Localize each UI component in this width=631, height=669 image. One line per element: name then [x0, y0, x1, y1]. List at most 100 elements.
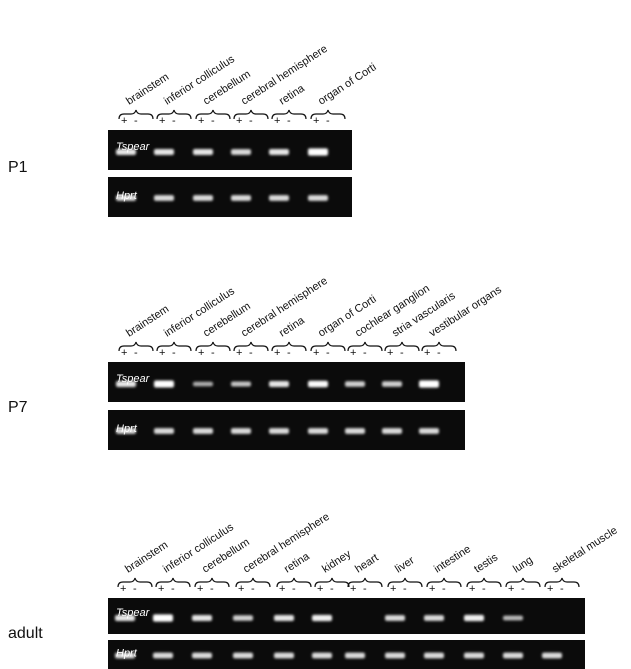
band — [115, 653, 135, 659]
sign: - — [437, 347, 441, 359]
band — [382, 428, 402, 434]
band — [385, 653, 405, 659]
sign: - — [249, 115, 253, 127]
sign: + — [508, 583, 514, 595]
band — [193, 195, 213, 201]
tissue-label: retina — [277, 314, 307, 340]
sign: - — [442, 583, 446, 595]
tissue-label: kidney — [320, 548, 354, 576]
sign: - — [211, 115, 215, 127]
band — [233, 615, 253, 620]
sign: + — [390, 583, 396, 595]
band — [193, 382, 213, 387]
band — [312, 653, 332, 659]
band — [308, 381, 328, 388]
band — [231, 195, 251, 201]
band — [115, 615, 135, 621]
sign: + — [424, 347, 430, 359]
band — [193, 428, 213, 434]
band — [269, 195, 289, 201]
sign: + — [317, 583, 323, 595]
band — [419, 428, 439, 434]
sign: + — [236, 347, 242, 359]
sign: - — [400, 347, 404, 359]
sign: - — [560, 583, 564, 595]
sign: + — [350, 583, 356, 595]
sign: - — [521, 583, 525, 595]
band — [233, 653, 253, 659]
sign: + — [387, 347, 393, 359]
band — [308, 148, 328, 155]
sign: + — [469, 583, 475, 595]
sign: - — [482, 583, 486, 595]
band — [274, 653, 294, 659]
sign: - — [326, 115, 330, 127]
sign: - — [172, 115, 176, 127]
sign: + — [198, 115, 204, 127]
sign: + — [313, 347, 319, 359]
tissue-label: lung — [511, 554, 535, 575]
sign: - — [403, 583, 407, 595]
sign: - — [134, 347, 138, 359]
tissue-label: retina — [282, 550, 312, 576]
band — [345, 381, 365, 386]
band — [345, 428, 365, 434]
band — [269, 381, 289, 387]
band — [231, 381, 251, 386]
tissue-label: liver — [393, 554, 417, 575]
band — [274, 615, 294, 621]
band — [269, 428, 289, 434]
band — [345, 653, 365, 659]
sign: - — [292, 583, 296, 595]
band — [153, 653, 173, 659]
sign: + — [121, 347, 127, 359]
sign: - — [134, 115, 138, 127]
tissue-label: retina — [277, 82, 307, 108]
sign: - — [287, 115, 291, 127]
band — [192, 653, 212, 659]
tissue-label: intestine — [432, 543, 473, 575]
sign: - — [326, 347, 330, 359]
band — [419, 380, 439, 387]
band — [424, 653, 444, 659]
band — [269, 149, 289, 155]
band — [154, 381, 174, 388]
band — [153, 614, 173, 621]
sign: - — [171, 583, 175, 595]
sign: + — [120, 583, 126, 595]
sign: + — [236, 115, 242, 127]
sign: + — [238, 583, 244, 595]
band — [312, 615, 332, 621]
band — [503, 616, 523, 621]
sign: + — [429, 583, 435, 595]
band — [464, 615, 484, 621]
sign: + — [121, 115, 127, 127]
sign: - — [330, 583, 334, 595]
panel-label: P7 — [8, 399, 28, 416]
sign: - — [211, 347, 215, 359]
sign: - — [133, 583, 137, 595]
figure: P1+-brainstem+-inferior colliculus+-cere… — [0, 0, 631, 669]
tissue-label: skeletal muscle — [550, 524, 620, 575]
band — [116, 149, 136, 155]
band — [154, 428, 174, 434]
band — [503, 653, 523, 659]
sign: + — [274, 347, 280, 359]
sign: - — [210, 583, 214, 595]
sign: + — [279, 583, 285, 595]
sign: - — [287, 347, 291, 359]
band — [193, 149, 213, 155]
tissue-label: heart — [353, 552, 381, 576]
band — [424, 615, 444, 621]
band — [192, 615, 212, 621]
band — [154, 195, 174, 201]
sign: + — [198, 347, 204, 359]
band — [385, 615, 405, 621]
sign: + — [313, 115, 319, 127]
sign: + — [547, 583, 553, 595]
band — [308, 195, 328, 201]
tissue-label: testis — [472, 551, 500, 575]
band — [154, 149, 174, 155]
tissue-label: organ of Corti — [316, 61, 378, 107]
sign: + — [197, 583, 203, 595]
